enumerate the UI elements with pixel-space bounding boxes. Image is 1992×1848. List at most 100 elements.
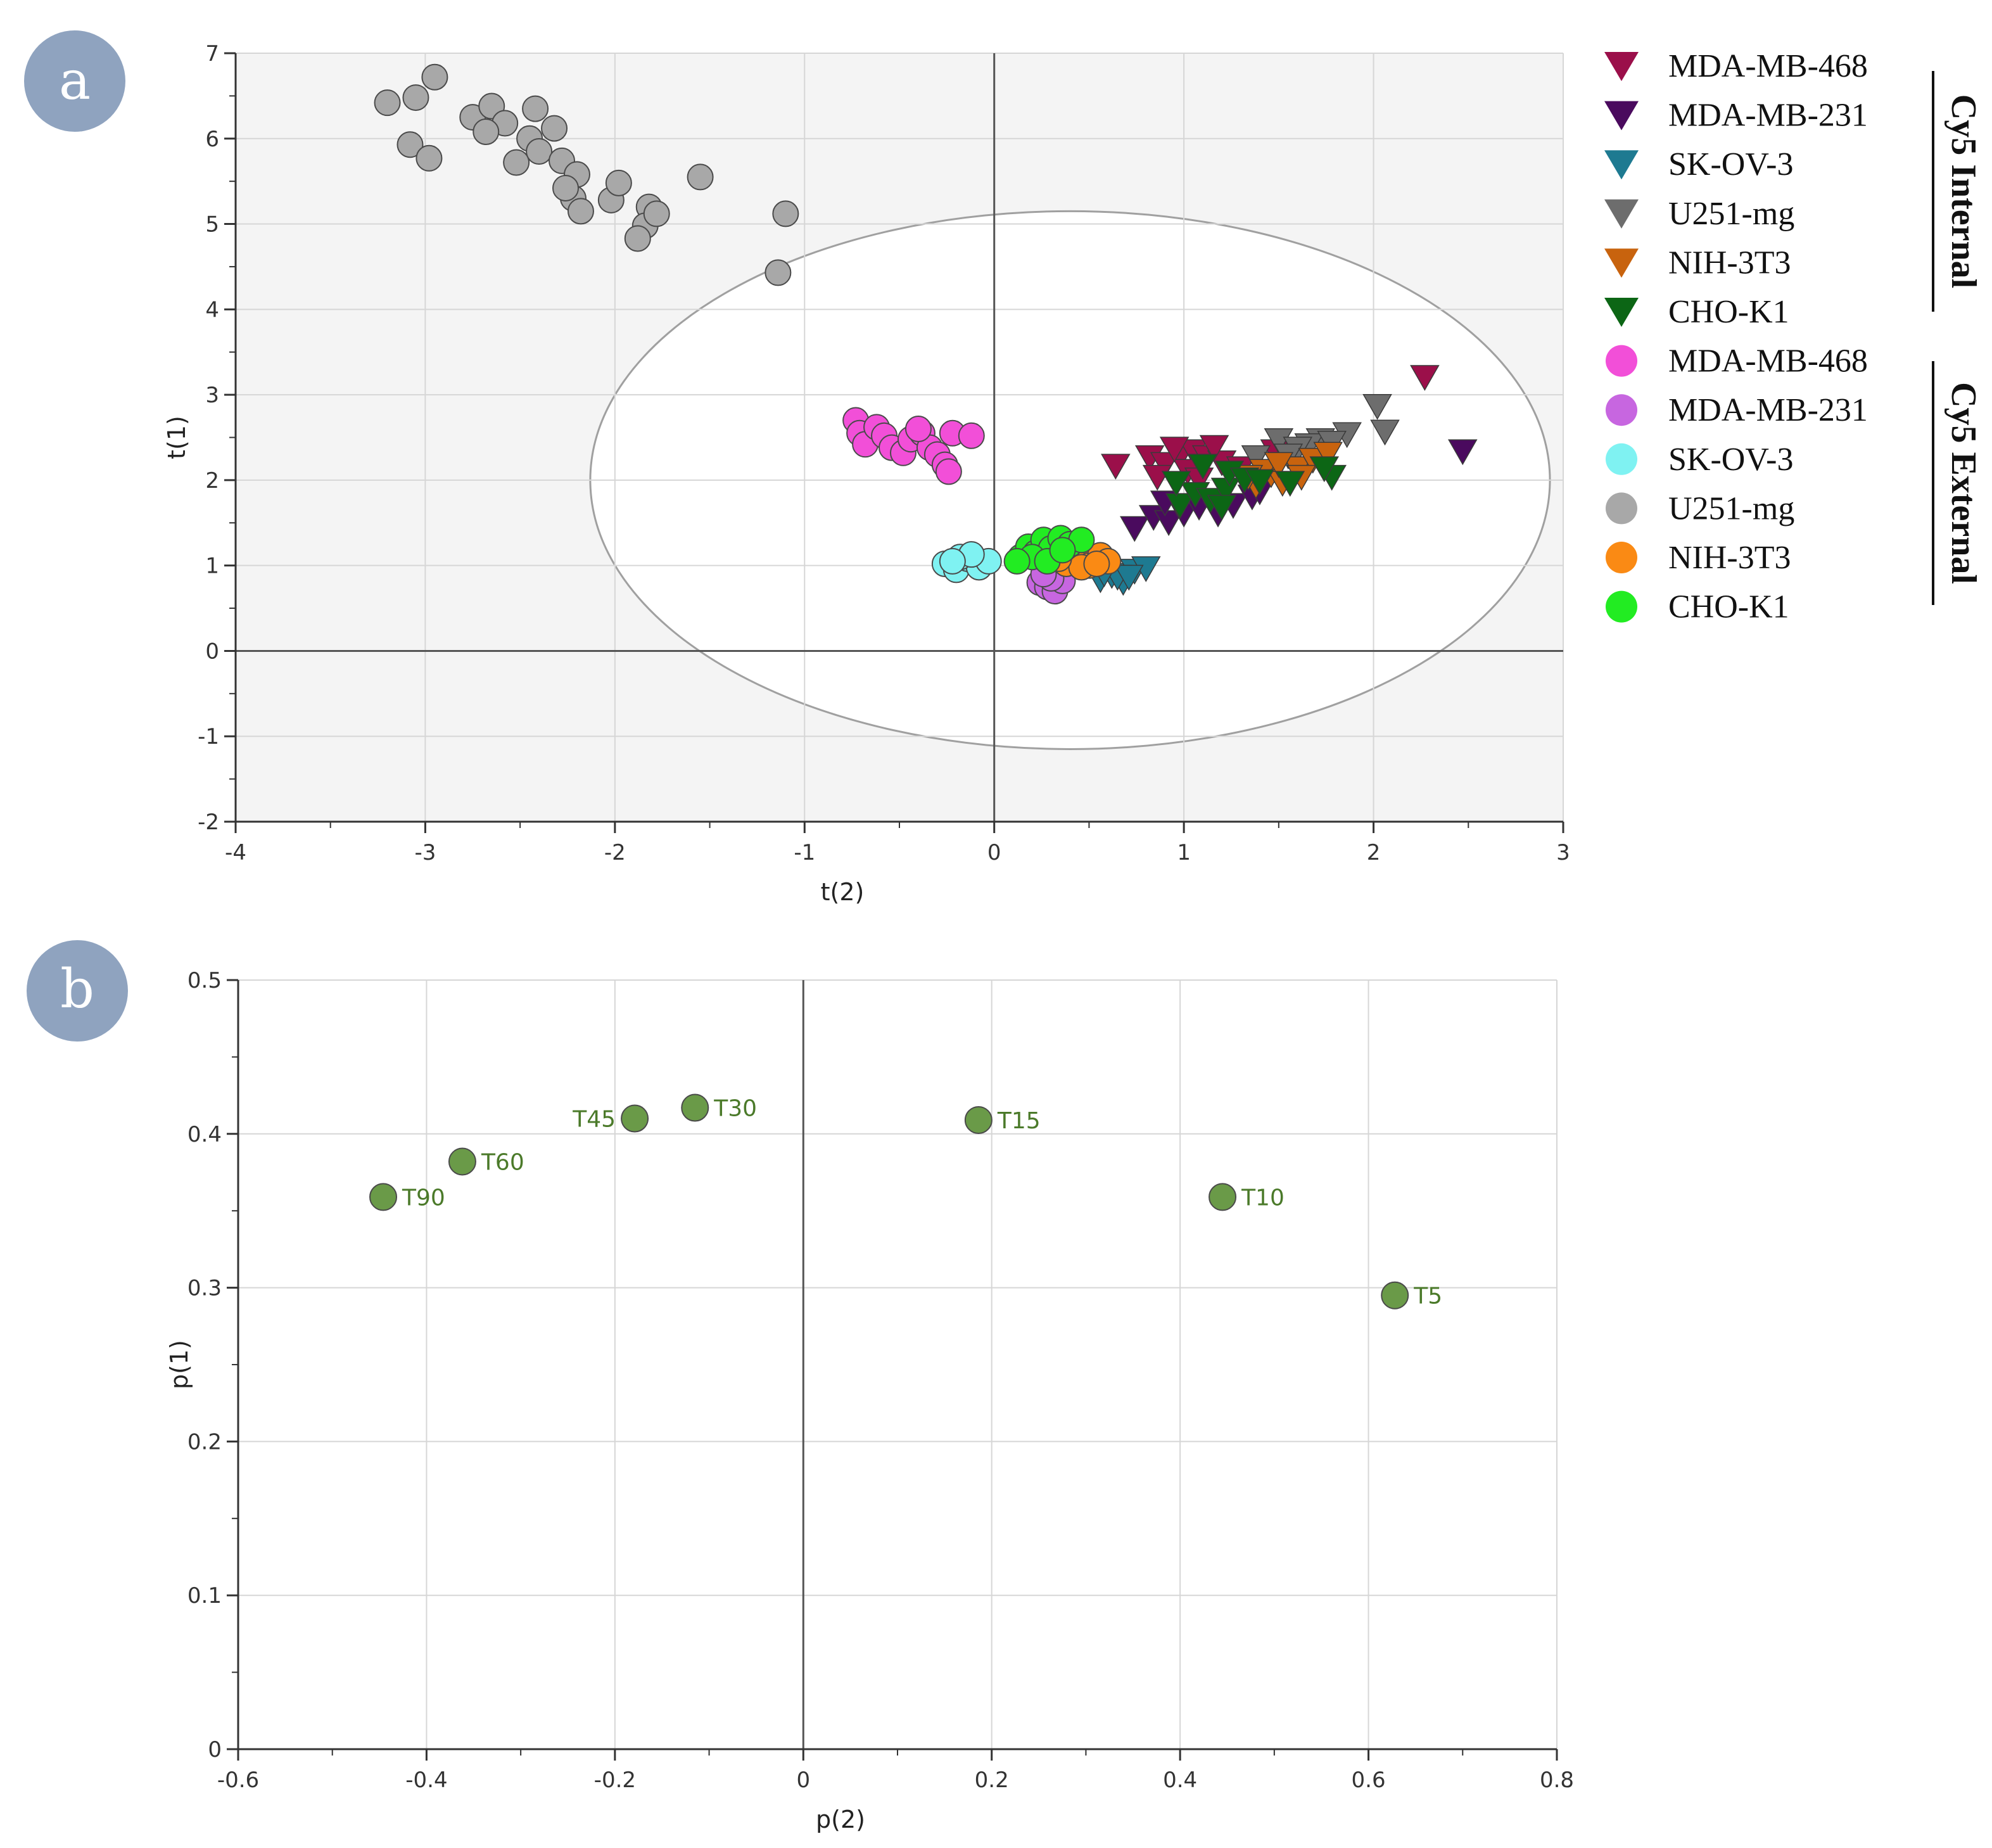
x-tick-label: 0.4 <box>1163 1768 1197 1793</box>
y-axis-title: t(1) <box>163 416 191 459</box>
legend-group-label: Cy5 Internal <box>1944 94 1983 288</box>
data-point <box>605 169 632 196</box>
y-tick-label: 3 <box>205 383 219 408</box>
legend-label: U251-mg <box>1668 196 1794 232</box>
y-tick-label: 0.4 <box>187 1122 222 1147</box>
data-point <box>1370 419 1400 446</box>
data-point <box>1362 394 1392 420</box>
y-tick-label: 1 <box>205 554 219 579</box>
data-point <box>1207 495 1237 521</box>
x-tick-label: -4 <box>225 840 246 865</box>
legend-marker <box>1604 52 1639 81</box>
data-point <box>1188 454 1218 480</box>
data-point <box>772 200 799 227</box>
y-axis-title: p(1) <box>165 1340 193 1389</box>
x-tick-label: 3 <box>1556 840 1570 865</box>
data-point <box>681 1093 709 1122</box>
data-point <box>526 137 553 165</box>
data-point <box>503 149 530 176</box>
panel-a-badge: a <box>24 30 125 132</box>
data-point <box>935 458 962 485</box>
data-point <box>374 89 401 117</box>
y-tick-label: 6 <box>205 127 219 152</box>
data-point <box>1275 471 1305 497</box>
legend-marker <box>1606 345 1637 377</box>
data-point <box>964 1106 993 1134</box>
data-point <box>621 1104 649 1133</box>
point-label-t30: T30 <box>713 1096 757 1122</box>
panel-b-badge: b <box>27 940 128 1042</box>
legend-label: SK-OV-3 <box>1668 442 1793 478</box>
y-tick-label: 0 <box>205 639 219 664</box>
x-axis-title: p(2) <box>816 1806 865 1833</box>
series-cy5-external-cho-k1 <box>1003 525 1095 575</box>
legend-marker <box>1606 443 1637 475</box>
data-point <box>1153 510 1184 537</box>
y-tick-label: -1 <box>198 724 219 749</box>
y-tick-label: 2 <box>205 468 219 494</box>
x-tick-label: -2 <box>604 840 626 865</box>
legend-marker <box>1606 492 1637 525</box>
x-axis-title: t(2) <box>821 878 865 906</box>
legend-group-cy5-internal: Cy5 Internal <box>1932 71 1983 312</box>
loading-plot-plot-area <box>238 980 1557 1749</box>
data-point <box>1241 445 1271 471</box>
data-point <box>402 84 429 112</box>
data-point <box>541 115 568 142</box>
series-cy5-external-u251-mg <box>374 63 799 286</box>
legend-marker <box>1604 199 1639 229</box>
x-tick-label: 0 <box>987 840 1001 865</box>
point-label-t10: T10 <box>1241 1185 1285 1211</box>
legend-entry-cy5-internal-cho-k1: CHO-K1 <box>1604 294 1789 330</box>
y-tick-label: 0 <box>208 1737 222 1762</box>
legend-entry-cy5-internal-sk-ov-3: SK-OV-3 <box>1604 146 1793 182</box>
data-point <box>552 174 580 201</box>
y-tick-label: 7 <box>205 41 219 67</box>
x-tick-label: -0.2 <box>594 1768 636 1793</box>
legend-marker <box>1606 542 1637 573</box>
panel-a-badge-circle <box>24 30 125 132</box>
series-cy5-external-mda-mb-468 <box>842 407 985 485</box>
legend-label: MDA-MB-468 <box>1668 343 1868 379</box>
data-point <box>1119 516 1150 542</box>
x-tick-label: 0.8 <box>1540 1768 1574 1793</box>
x-tick-label: 0.2 <box>975 1768 1009 1793</box>
point-label-t15: T15 <box>997 1108 1041 1134</box>
legend-entry-cy5-internal-nih-3t3: NIH-3T3 <box>1604 245 1791 281</box>
x-tick-label: 2 <box>1367 840 1381 865</box>
data-point <box>1114 564 1144 591</box>
data-point <box>624 225 651 252</box>
data-point <box>958 422 985 449</box>
legend-marker <box>1604 248 1639 278</box>
legend-label: MDA-MB-231 <box>1668 392 1868 428</box>
legend-label: CHO-K1 <box>1668 589 1789 625</box>
data-point <box>1448 439 1478 466</box>
x-tick-label: -1 <box>794 840 815 865</box>
panel-b-badge-circle <box>27 940 128 1042</box>
legend-entry-cy5-external-u251-mg: U251-mg <box>1606 490 1794 526</box>
data-point <box>416 144 443 172</box>
y-tick-label: 5 <box>205 212 219 238</box>
data-point <box>1049 537 1076 564</box>
data-point <box>764 259 792 286</box>
legend-label: NIH-3T3 <box>1668 245 1791 281</box>
score-plot: -4 -3 -2 -1 0 1 2 3 -2 -1 0 1 2 3 4 5 6 7 t(2) t(1) <box>163 41 1570 906</box>
data-point <box>1159 437 1189 463</box>
y-tick-label: 4 <box>205 297 219 322</box>
legend-marker <box>1604 298 1639 327</box>
series-cy5-internal-cho-k1 <box>1161 454 1347 521</box>
legend-label: MDA-MB-231 <box>1668 98 1868 134</box>
data-point <box>1165 493 1195 519</box>
data-point <box>1101 454 1131 480</box>
y-tick-label: 0.1 <box>187 1583 222 1609</box>
legend-marker <box>1606 394 1637 426</box>
legend-label: CHO-K1 <box>1668 294 1789 330</box>
data-point <box>687 163 714 191</box>
data-point <box>904 416 932 443</box>
panel-a-letter: a <box>59 49 91 112</box>
data-point <box>1083 550 1110 577</box>
y-tick-label: 0.5 <box>187 968 222 993</box>
y-tick-label: 0.2 <box>187 1429 222 1455</box>
data-point <box>643 200 670 227</box>
